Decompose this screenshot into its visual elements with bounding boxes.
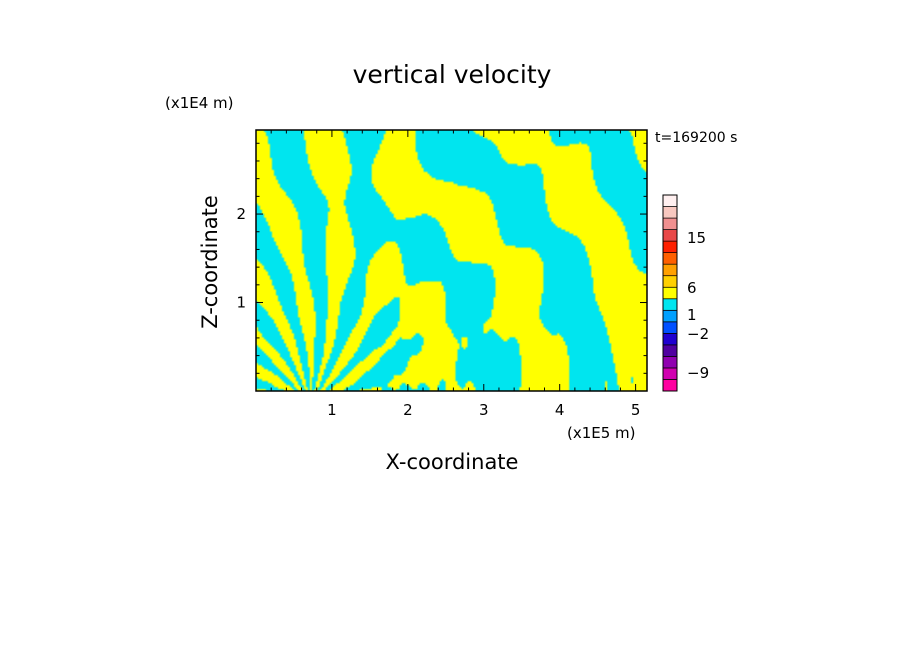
colorbar: 15 6 1−2 −9 bbox=[662, 194, 709, 392]
colorbar-tick-label: 15 bbox=[687, 229, 706, 247]
colorbar-bin bbox=[662, 206, 678, 219]
x-scale-label: (x1E5 m) bbox=[567, 424, 636, 442]
colorbar-tick-label: 6 bbox=[687, 279, 697, 297]
colorbar-bin bbox=[662, 286, 678, 300]
x-tick-label: 5 bbox=[631, 401, 641, 419]
colorbar-tick-label: −9 bbox=[687, 364, 709, 382]
colorbar-bin bbox=[662, 252, 678, 265]
colorbar-bin bbox=[662, 240, 678, 253]
colorbar-frame bbox=[662, 194, 678, 392]
velocity-field bbox=[256, 130, 647, 391]
x-tick-label: 4 bbox=[555, 401, 565, 419]
y-tick-label: 1 bbox=[236, 294, 246, 312]
colorbar-bin bbox=[662, 309, 678, 323]
x-tick-label: 1 bbox=[327, 401, 337, 419]
colorbar-tick-label: 1 bbox=[687, 306, 697, 324]
y-scale-label: (x1E4 m) bbox=[165, 94, 234, 112]
colorbar-bin bbox=[662, 275, 678, 288]
time-label: t=169200 s bbox=[655, 130, 738, 146]
plot-area bbox=[256, 130, 647, 391]
colorbar-bin bbox=[662, 379, 678, 392]
colorbar-bin bbox=[662, 321, 678, 334]
x-tick-label: 2 bbox=[403, 401, 413, 419]
colorbar-bin bbox=[662, 217, 678, 230]
y-tick-label: 2 bbox=[236, 205, 246, 223]
colorbar-bin bbox=[662, 333, 678, 346]
x-tick-label: 3 bbox=[479, 401, 489, 419]
chart-title: vertical velocity bbox=[352, 60, 552, 89]
colorbar-bin bbox=[662, 194, 678, 207]
colorbar-bin bbox=[662, 298, 678, 311]
colorbar-bin bbox=[662, 356, 678, 369]
colorbar-bin bbox=[662, 367, 678, 380]
colorbar-bin bbox=[662, 263, 678, 277]
colorbar-tick-label: −2 bbox=[687, 325, 709, 343]
axes: 1 2 3 4 5 1 2 bbox=[236, 129, 648, 419]
colorbar-bin bbox=[662, 229, 678, 242]
x-axis-label: X-coordinate bbox=[385, 450, 519, 474]
plot-frame bbox=[255, 129, 648, 392]
colorbar-bin bbox=[662, 344, 678, 357]
